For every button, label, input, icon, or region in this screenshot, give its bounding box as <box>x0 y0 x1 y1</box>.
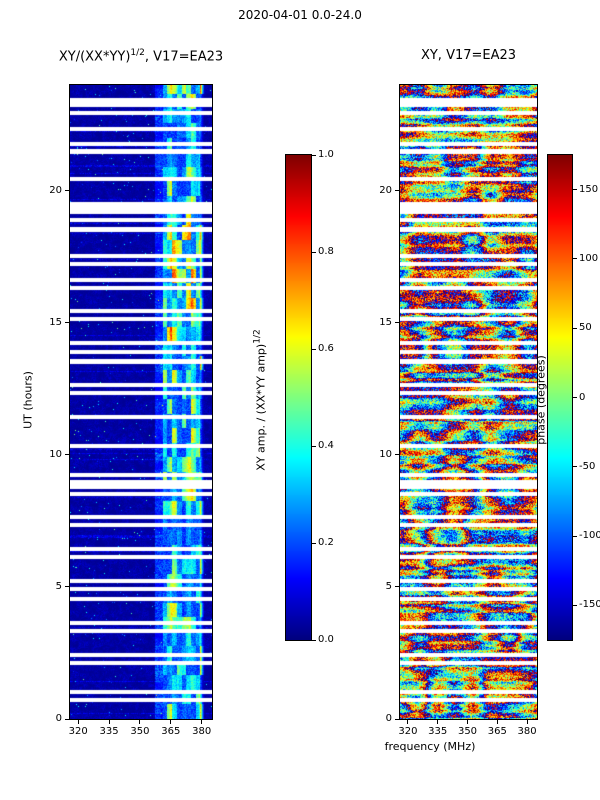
left-plot-xtick-label: 350 <box>130 726 150 737</box>
right-plot-ytick <box>395 454 399 456</box>
right-colorbar-tick <box>573 535 577 537</box>
right-plot-ytick <box>395 718 399 720</box>
right-plot-xtick <box>496 720 498 724</box>
right-plot-ytick <box>395 322 399 324</box>
left-plot-xtick <box>139 720 141 724</box>
left-colorbar-tick-label: 0.2 <box>318 537 334 548</box>
right-plot-ytick <box>395 190 399 192</box>
left-plot-ytick <box>65 586 69 588</box>
right-colorbar-tick <box>573 327 577 329</box>
left-colorbar-tick <box>312 445 316 447</box>
right-plot-ytick-label: 5 <box>385 580 392 592</box>
left-panel-title-suffix: , V17=EA23 <box>144 49 224 65</box>
left-plot-xtick <box>170 720 172 724</box>
left-panel-title-sup: 1/2 <box>130 48 145 58</box>
left-plot-xtick <box>201 720 203 724</box>
x-axis-label: frequency (MHz) <box>384 740 476 753</box>
right-plot-ytick <box>395 586 399 588</box>
right-plot-xtick <box>467 720 468 724</box>
right-plot-xtick <box>437 720 439 724</box>
left-y-axis-label: UT (hours) <box>21 371 35 429</box>
right-plot-xtick-label: 365 <box>487 726 507 737</box>
left-colorbar-label: XY amp. / (XX*YY amp)1/2 <box>253 329 268 470</box>
left-colorbar-tick-label: 0.0 <box>318 634 334 645</box>
left-colorbar-tick-label: 0.6 <box>318 343 334 354</box>
right-plot-xtick <box>526 720 528 724</box>
left-plot-ytick-label: 5 <box>55 580 62 592</box>
left-colorbar-tick-label: 0.4 <box>318 440 334 451</box>
left-plot-xtick-label: 365 <box>161 726 181 737</box>
left-heatmap <box>69 84 213 720</box>
left-colorbar-tick <box>312 348 316 350</box>
right-colorbar-label: phase (degrees) <box>534 355 548 445</box>
left-colorbar-tick <box>312 639 316 641</box>
right-colorbar-tick-label: 150 <box>579 183 599 195</box>
left-panel-title: XY/(XX*YY)1/2, V17=EA23 <box>36 48 246 64</box>
right-plot-xtick <box>407 720 409 724</box>
figure-title: 2020-04-01 0.0-24.0 <box>238 8 362 22</box>
right-plot-xtick-label: 350 <box>457 726 478 737</box>
left-plot-ytick-label: 0 <box>55 713 62 724</box>
right-plot-ytick-label: 10 <box>379 448 392 460</box>
right-plot-xtick-label: 320 <box>398 726 418 737</box>
right-colorbar-tick-label: -150 <box>579 599 600 611</box>
left-plot-ytick <box>65 190 69 192</box>
right-colorbar-tick-label: 100 <box>579 252 599 264</box>
left-colorbar-tick-label: 0.8 <box>318 246 334 257</box>
right-colorbar-tick <box>573 466 577 468</box>
right-colorbar-tick-label: -100 <box>579 530 600 542</box>
right-colorbar-tick <box>573 189 577 191</box>
left-plot-xtick-label: 320 <box>68 726 88 737</box>
right-colorbar-tick-label: 50 <box>579 322 592 334</box>
left-colorbar-label-text: XY amp. / (XX*YY amp) <box>254 343 268 471</box>
left-colorbar <box>285 154 312 641</box>
left-plot-ytick-label: 10 <box>49 448 62 460</box>
left-colorbar-tick <box>312 154 316 156</box>
right-panel-title: XY, V17=EA23 <box>420 48 517 63</box>
left-colorbar-tick-label: 1.0 <box>318 149 334 160</box>
left-plot-xtick <box>77 720 79 724</box>
left-plot-xtick-label: 380 <box>192 726 212 737</box>
right-colorbar-tick-label: -50 <box>579 460 596 472</box>
right-colorbar-tick-label: 0 <box>579 391 586 403</box>
left-plot-ytick-label: 20 <box>49 184 62 196</box>
right-colorbar-tick <box>573 397 577 398</box>
left-colorbar-tick <box>312 251 316 253</box>
left-panel-title-prefix: XY/(XX*YY) <box>58 49 131 65</box>
left-plot-ytick <box>65 454 69 456</box>
right-plot-ytick-label: 15 <box>379 316 392 328</box>
right-plot-ytick-label: 20 <box>379 184 392 196</box>
right-colorbar <box>547 154 573 641</box>
left-plot-ytick-label: 15 <box>49 316 62 328</box>
left-plot-xtick-label: 335 <box>99 726 119 737</box>
right-plot-xtick-label: 380 <box>517 726 537 737</box>
right-colorbar-tick <box>573 258 577 260</box>
right-heatmap <box>399 84 538 720</box>
left-colorbar-label-sup: 1/2 <box>252 329 263 344</box>
left-plot-xtick <box>108 720 110 724</box>
right-plot-ytick-label: 0 <box>385 713 392 724</box>
left-plot-ytick <box>65 718 69 720</box>
left-plot-ytick <box>65 322 69 324</box>
right-plot-xtick-label: 335 <box>428 726 448 737</box>
right-colorbar-tick <box>573 604 577 606</box>
left-colorbar-tick <box>312 542 316 544</box>
